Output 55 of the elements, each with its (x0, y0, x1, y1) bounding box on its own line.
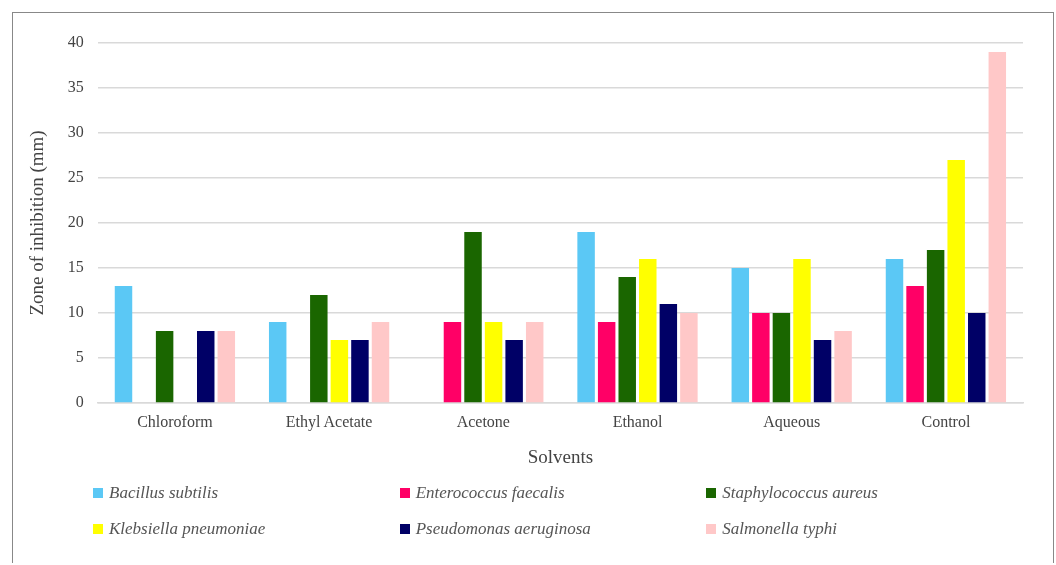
bar (464, 232, 482, 403)
y-tick-label: 20 (67, 213, 84, 231)
bar (968, 313, 986, 403)
legend-label: Salmonella typhi (722, 519, 838, 539)
bar (114, 286, 133, 403)
bar (217, 331, 236, 403)
bar (371, 322, 390, 403)
bar (443, 322, 462, 403)
bar (885, 259, 904, 403)
y-tick-label: 35 (67, 78, 84, 96)
bar (330, 340, 349, 403)
bar (268, 322, 287, 403)
x-tick-label: Control (921, 412, 971, 430)
bar (680, 313, 698, 403)
x-tick-label: Aqueous (763, 412, 821, 431)
bar (155, 331, 174, 403)
bar (834, 331, 852, 403)
legend-label: Klebsiella pneumoniae (109, 519, 266, 539)
x-tick-label: Acetone (456, 412, 510, 430)
bar (906, 286, 924, 403)
bar (926, 250, 945, 403)
legend-label: Pseudomonas aeruginosa (415, 519, 591, 539)
y-tick-label: 5 (75, 348, 84, 366)
bar (197, 331, 215, 403)
y-tick-label: 10 (67, 303, 84, 321)
y-tick-label: 15 (67, 258, 84, 276)
bar (505, 340, 523, 403)
bar (639, 259, 657, 403)
bar (731, 268, 750, 403)
y-tick-label: 40 (67, 33, 84, 51)
bar (659, 304, 678, 403)
bar (813, 340, 832, 403)
bar (772, 313, 791, 403)
y-tick-label: 25 (67, 168, 84, 186)
bar (577, 232, 595, 403)
legend-label: Bacillus subtilis (109, 483, 219, 503)
y-tick-label: 30 (67, 123, 84, 141)
y-axis-title: Zone of inhibition (mm) (26, 130, 49, 316)
bar (793, 259, 811, 403)
y-tick-label: 0 (75, 393, 84, 411)
bar (618, 277, 636, 403)
x-axis-title: Solvents (527, 445, 594, 467)
bar (310, 295, 328, 403)
x-tick-label: Ethanol (612, 412, 663, 430)
bar (351, 340, 369, 403)
bar (988, 52, 1007, 403)
bar (597, 322, 616, 403)
bar (484, 322, 503, 403)
legend-label: Staphylococcus aureus (722, 483, 878, 503)
x-tick-label: Ethyl Acetate (285, 412, 373, 431)
bar (947, 160, 965, 403)
legend-label: Enterococcus faecalis (415, 483, 565, 503)
bar (525, 322, 544, 403)
x-tick-label: Chloroform (137, 412, 214, 430)
bar (752, 313, 770, 403)
